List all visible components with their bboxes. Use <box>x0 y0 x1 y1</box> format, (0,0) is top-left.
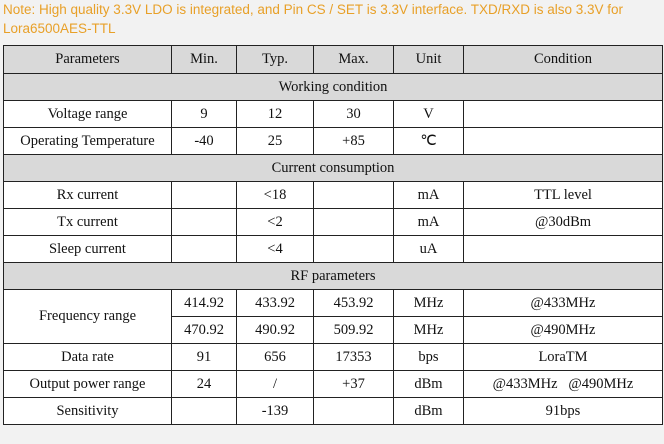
unit-value: mA <box>393 208 464 236</box>
section-row: Current consumption <box>3 154 663 182</box>
typ-value: <4 <box>236 235 314 263</box>
condition-value: @433MHz @490MHz <box>463 370 663 398</box>
unit-value: dBm <box>393 370 464 398</box>
unit-value: ℃ <box>393 127 464 155</box>
param-voltage-range: Voltage range <box>3 100 172 128</box>
table-row: Rx current <18 mA TTL level <box>3 181 663 209</box>
condition-value: LoraTM <box>463 343 663 371</box>
param-tx-current: Tx current <box>3 208 172 236</box>
min-value: 414.92 <box>171 289 237 317</box>
max-value: 509.92 <box>313 316 394 344</box>
table-row: Sensitivity -139 dBm 91bps <box>3 397 663 425</box>
max-value <box>313 181 394 209</box>
unit-value: MHz <box>393 289 464 317</box>
min-value <box>171 397 237 425</box>
section-working-condition: Working condition <box>3 73 663 101</box>
parameters-table: Parameters Min. Typ. Max. Unit Condition… <box>3 45 663 425</box>
min-value: -40 <box>171 127 237 155</box>
min-value <box>171 208 237 236</box>
typ-value: <18 <box>236 181 314 209</box>
unit-value: bps <box>393 343 464 371</box>
table-row: Voltage range 9 12 30 V <box>3 100 663 128</box>
section-row: RF parameters <box>3 262 663 290</box>
param-operating-temperature: Operating Temperature <box>3 127 172 155</box>
table-row: Data rate 91 656 17353 bps LoraTM <box>3 343 663 371</box>
typ-value: -139 <box>236 397 314 425</box>
unit-value: uA <box>393 235 464 263</box>
interface-note: Note: High quality 3.3V LDO is integrate… <box>3 2 624 36</box>
max-value <box>313 235 394 263</box>
section-rf-parameters: RF parameters <box>3 262 663 290</box>
table-row: Frequency range 414.92 433.92 453.92 MHz… <box>3 289 663 344</box>
header-max: Max. <box>313 45 394 74</box>
header-typ: Typ. <box>236 45 314 74</box>
unit-value: dBm <box>393 397 464 425</box>
condition-value: @433MHz <box>463 289 663 317</box>
table-row: Tx current <2 mA @30dBm <box>3 208 663 236</box>
max-value: +85 <box>313 127 394 155</box>
min-value: 9 <box>171 100 237 128</box>
min-value: 91 <box>171 343 237 371</box>
max-value <box>313 397 394 425</box>
max-value: 30 <box>313 100 394 128</box>
condition-value <box>463 127 663 155</box>
typ-value: 25 <box>236 127 314 155</box>
header-unit: Unit <box>393 45 464 74</box>
condition-value: TTL level <box>463 181 663 209</box>
condition-value <box>463 100 663 128</box>
max-value: 453.92 <box>313 289 394 317</box>
max-value: +37 <box>313 370 394 398</box>
unit-value: MHz <box>393 316 464 344</box>
unit-value: V <box>393 100 464 128</box>
typ-value: 656 <box>236 343 314 371</box>
max-value <box>313 208 394 236</box>
table-header-row: Parameters Min. Typ. Max. Unit Condition <box>3 45 663 74</box>
section-current-consumption: Current consumption <box>3 154 663 182</box>
section-row: Working condition <box>3 73 663 101</box>
typ-value: <2 <box>236 208 314 236</box>
typ-value: 490.92 <box>236 316 314 344</box>
min-value: 24 <box>171 370 237 398</box>
max-value: 17353 <box>313 343 394 371</box>
param-output-power-range: Output power range <box>3 370 172 398</box>
typ-value: 433.92 <box>236 289 314 317</box>
table-row: 470.92 490.92 509.92 MHz @490MHz <box>4 316 663 344</box>
min-value <box>171 181 237 209</box>
unit-value: mA <box>393 181 464 209</box>
param-sensitivity: Sensitivity <box>3 397 172 425</box>
param-sleep-current: Sleep current <box>3 235 172 263</box>
min-value <box>171 235 237 263</box>
typ-value: / <box>236 370 314 398</box>
table-row: Output power range 24 / +37 dBm @433MHz … <box>3 370 663 398</box>
param-frequency-range: Frequency range <box>3 289 172 344</box>
header-parameters: Parameters <box>3 45 172 74</box>
condition-value: @490MHz <box>463 316 663 344</box>
table-row: Sleep current <4 uA <box>3 235 663 263</box>
header-min: Min. <box>171 45 237 74</box>
table-row: Operating Temperature -40 25 +85 ℃ <box>3 127 663 155</box>
min-value: 470.92 <box>171 316 237 344</box>
param-rx-current: Rx current <box>3 181 172 209</box>
condition-value <box>463 235 663 263</box>
condition-value: 91bps <box>463 397 663 425</box>
condition-value: @30dBm <box>463 208 663 236</box>
typ-value: 12 <box>236 100 314 128</box>
header-condition: Condition <box>463 45 663 74</box>
param-data-rate: Data rate <box>3 343 172 371</box>
